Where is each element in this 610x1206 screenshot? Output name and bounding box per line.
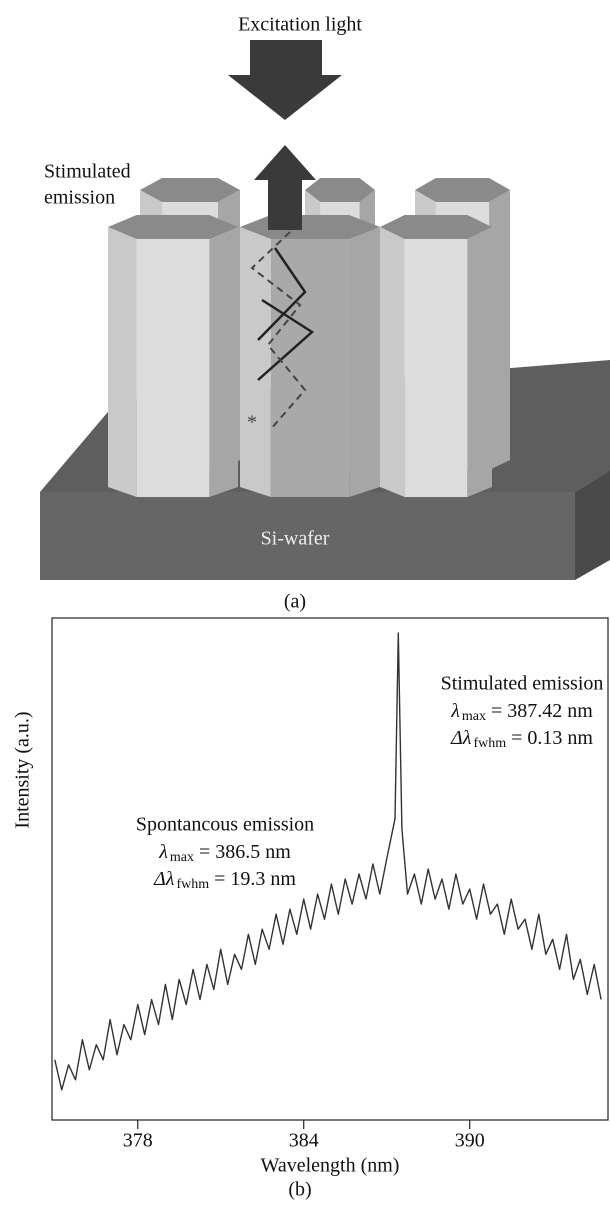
annotation-title: Stimulated emission	[441, 673, 604, 695]
annotation-line: Δλ fwhm = 0.13 nm	[450, 727, 593, 752]
pillar-face	[380, 227, 405, 497]
spectrum-line	[54, 632, 602, 1091]
x-tick-label: 384	[289, 1130, 319, 1152]
pillar-face	[349, 227, 380, 497]
pillar-face	[467, 227, 492, 497]
light-path-dashed	[250, 231, 307, 431]
plot-frame	[51, 617, 609, 1121]
symbol: λ	[450, 700, 460, 722]
stimulated-label: emission	[44, 187, 115, 209]
diagram: Excitation light Stimulated emission Si-…	[40, 14, 610, 613]
symbol: Δλ	[450, 727, 472, 749]
annotation-line: λ max = 387.42 nm	[450, 700, 593, 725]
caption: (a)	[284, 591, 306, 613]
symbol: λ	[158, 841, 168, 863]
pillar-face	[489, 190, 510, 470]
light-path	[257, 298, 315, 381]
wafer-side	[575, 470, 610, 580]
x-tick-label: 390	[455, 1130, 485, 1152]
emission-arrow	[254, 145, 316, 230]
light-path	[257, 247, 307, 341]
stimulated-label: Stimulated	[44, 161, 131, 183]
pillar-face	[136, 239, 210, 497]
pillar-face	[404, 239, 468, 497]
x-axis-label: Wavelength (nm)	[261, 1155, 400, 1177]
y-axis-label: Intensity (a.u.)	[12, 711, 34, 828]
annotation-value: = 387.42 nm	[491, 700, 593, 722]
symbol: Δλ	[153, 868, 175, 890]
chart: 378 384 390 Wavelength (nm)(b) Intensity (a.…	[12, 617, 609, 1201]
pillars	[108, 178, 510, 497]
caption: (b)	[288, 1179, 311, 1201]
excitation-label: Excitation light	[238, 14, 362, 36]
pillar-top	[140, 178, 240, 202]
subscript: fwhm	[473, 736, 506, 751]
subscript: max	[170, 850, 194, 865]
annotation-value: = 0.13 nm	[511, 727, 593, 749]
marker: *	[247, 412, 257, 434]
annotation-line: Δλ fwhm = 19.3 nm	[153, 868, 296, 893]
wafer-label: Si-wafer	[261, 528, 330, 550]
pillar-top	[380, 215, 492, 239]
annotation-title: Spontancous emission	[136, 814, 314, 836]
subscript: fwhm	[176, 877, 209, 892]
pillar-top	[108, 215, 238, 239]
annotation-value: = 386.5 nm	[199, 841, 291, 863]
excitation-arrow	[228, 40, 342, 120]
pillar-face	[240, 227, 271, 497]
pillar-face	[108, 227, 137, 497]
pillar-top	[305, 178, 375, 202]
pillar-top	[415, 178, 510, 202]
annotation-line: λ max = 386.5 nm	[158, 841, 291, 866]
wafer-front	[40, 492, 575, 580]
pillar-face	[209, 227, 238, 497]
annotation-value: = 19.3 nm	[214, 868, 296, 890]
subscript: max	[462, 709, 486, 724]
x-tick-label: 378	[123, 1130, 153, 1152]
pillar-face	[270, 239, 350, 497]
